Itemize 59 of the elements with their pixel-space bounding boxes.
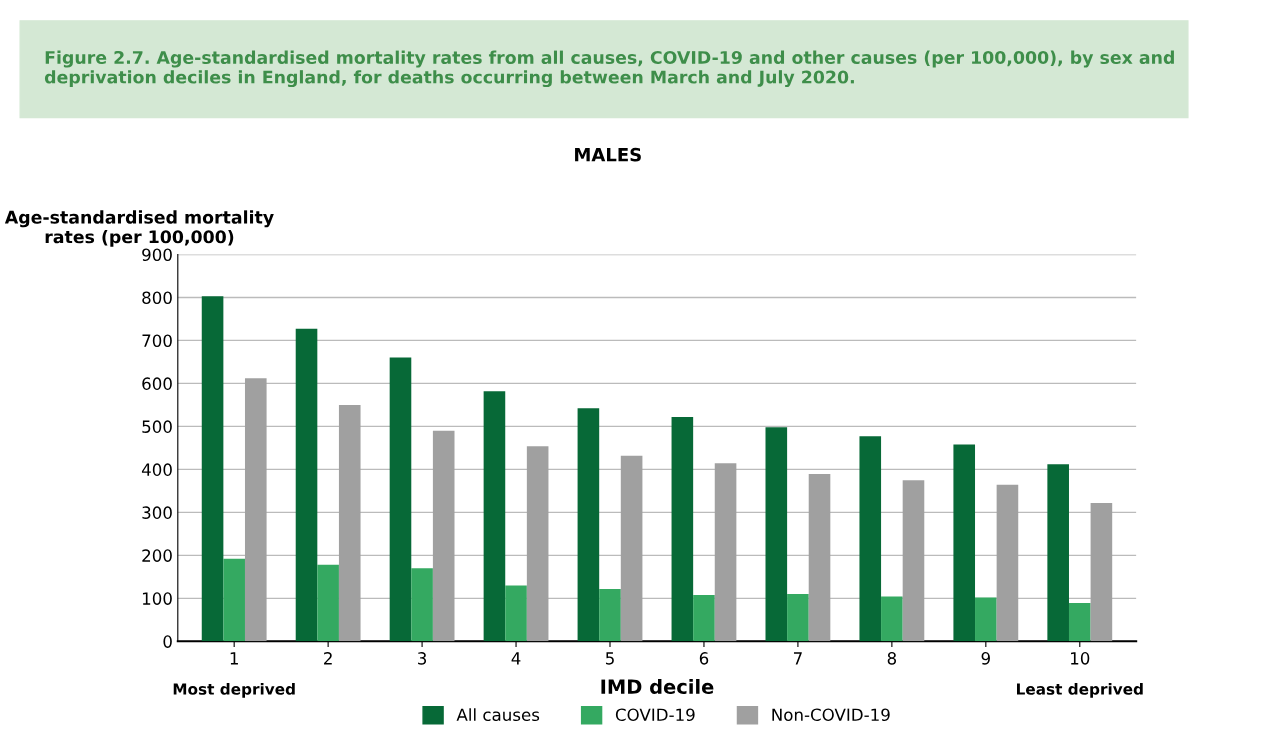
- x-axis-title: IMD decile: [601, 678, 714, 695]
- legend-label: All causes: [456, 708, 540, 722]
- chart-title: Figure 2.7. Age-standardised mortality rates from all causes, COVID-19 and other causes (per 100,000), by sex and deprivation deciles in England, for deaths occurring between March and July 2020.: [44, 50, 1174, 88]
- bar: [295, 328, 318, 642]
- bar: [599, 588, 621, 642]
- y-tick-label: 900: [142, 248, 172, 262]
- bar: [765, 427, 788, 642]
- y-axis-title: Age-standardised mortality rates (per 100,000): [4, 210, 274, 247]
- bar: [338, 404, 361, 642]
- bar: [483, 391, 506, 642]
- text: Most deprived: [173, 682, 295, 698]
- bar: [223, 558, 245, 642]
- y-tick-label: 800: [142, 291, 172, 304]
- bar: [953, 444, 976, 642]
- bar: [411, 568, 433, 642]
- x-tick-label: 5: [605, 652, 614, 665]
- bar: [787, 594, 809, 642]
- bar: [244, 378, 267, 642]
- y-tick-label: 500: [142, 420, 172, 433]
- bar: [526, 446, 549, 642]
- bar: [389, 357, 412, 642]
- y-tick-label: 400: [141, 463, 172, 476]
- bar: [714, 463, 737, 642]
- x-tick-label: 4: [511, 652, 521, 665]
- x-tick-label: 9: [981, 652, 990, 665]
- chart-subtitle: MALES: [575, 147, 641, 162]
- text: Least deprived: [1017, 682, 1143, 698]
- bar: [902, 480, 925, 642]
- bar: [432, 430, 455, 642]
- bar: [881, 596, 903, 642]
- bar: [1090, 502, 1113, 642]
- bar: [317, 564, 339, 642]
- legend-label: Non-COVID-19: [772, 708, 890, 722]
- bar: [975, 597, 997, 642]
- bar: [505, 585, 527, 642]
- y-tick-label: 600: [142, 377, 172, 390]
- y-tick-label: 700: [142, 334, 172, 347]
- x-tick-label: 10: [1071, 652, 1090, 665]
- bar: [201, 296, 224, 642]
- legend-label: COVID-19: [615, 708, 695, 722]
- x-tick-label: 7: [793, 652, 802, 665]
- x-tick-label: 2: [324, 652, 332, 665]
- x-tick-label: 1: [230, 652, 238, 665]
- y-tick-label: 100: [142, 592, 172, 605]
- y-tick-label: 200: [142, 549, 172, 562]
- x-tick-label: 8: [887, 652, 897, 665]
- bar: [671, 416, 694, 642]
- x-tick-label: 3: [418, 652, 427, 665]
- bar: [1068, 603, 1091, 642]
- bar: [620, 455, 643, 642]
- x-tick-label: 6: [699, 652, 709, 665]
- bar: [577, 408, 600, 642]
- bar: [693, 594, 715, 642]
- y-tick-label: 0: [163, 635, 172, 648]
- bar: [1047, 464, 1069, 642]
- y-tick-label: 300: [142, 506, 172, 519]
- bar: [859, 436, 882, 642]
- bar: [808, 474, 831, 642]
- bar: [996, 484, 1019, 642]
